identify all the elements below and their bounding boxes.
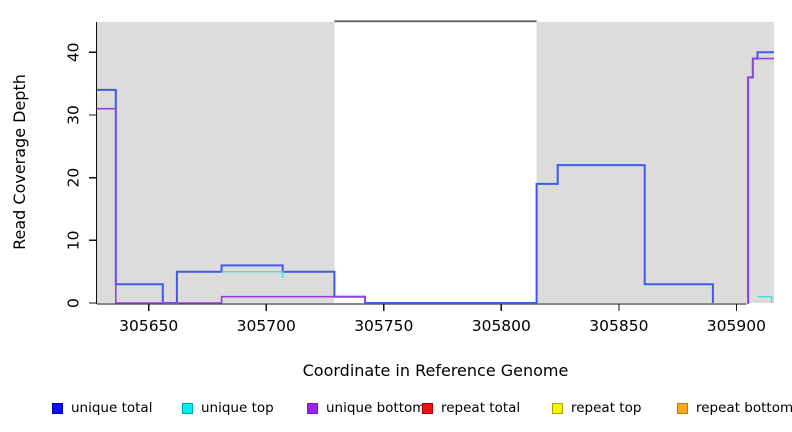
- legend-label: repeat total: [441, 400, 521, 416]
- y-tick-label: 40: [65, 42, 83, 62]
- legend-swatch-repeat-bottom: [677, 402, 688, 414]
- legend-label: unique total: [71, 400, 153, 416]
- right-repeat-region: [536, 22, 774, 303]
- x-tick-label: 305700: [237, 317, 296, 335]
- y-tick-label: 10: [65, 230, 83, 250]
- y-tick-label: 30: [65, 105, 83, 125]
- x-axis-title: Coordinate in Reference Genome: [302, 361, 569, 380]
- legend-label: unique top: [201, 400, 274, 416]
- x-tick-label: 305750: [354, 317, 413, 335]
- legend-swatch-unique-bottom: [307, 402, 318, 414]
- x-tick-label: 305800: [472, 317, 531, 335]
- legend-swatch-repeat-top: [552, 402, 563, 414]
- legend-item-repeat-bottom: repeat bottom: [677, 398, 792, 418]
- y-tick-label: 0: [65, 298, 83, 308]
- left-repeat-region: [97, 22, 335, 303]
- legend-item-repeat-total: repeat total: [422, 398, 520, 418]
- legend: unique total unique top unique bottom repea…: [0, 398, 792, 420]
- y-tick-label: 20: [65, 168, 83, 188]
- legend-item-unique-bottom: unique bottom: [307, 398, 425, 418]
- legend-item-unique-total: unique total: [52, 398, 152, 418]
- legend-item-repeat-top: repeat top: [552, 398, 641, 418]
- legend-swatch-repeat-total: [422, 402, 433, 414]
- legend-label: unique bottom: [326, 400, 426, 416]
- series-unique-top: [221, 271, 773, 303]
- legend-swatch-unique-top: [182, 402, 193, 414]
- y-axis-title: Read Coverage Depth: [10, 74, 29, 250]
- series-unique-bottom: [97, 57, 774, 304]
- legend-swatch-unique-total: [52, 402, 63, 414]
- legend-item-unique-top: unique top: [182, 398, 274, 418]
- x-tick-label: 305850: [589, 317, 648, 335]
- legend-label: repeat bottom: [696, 400, 792, 416]
- x-tick-label: 305900: [707, 317, 766, 335]
- x-tick-label: 305650: [119, 317, 178, 335]
- legend-label: repeat top: [571, 400, 642, 416]
